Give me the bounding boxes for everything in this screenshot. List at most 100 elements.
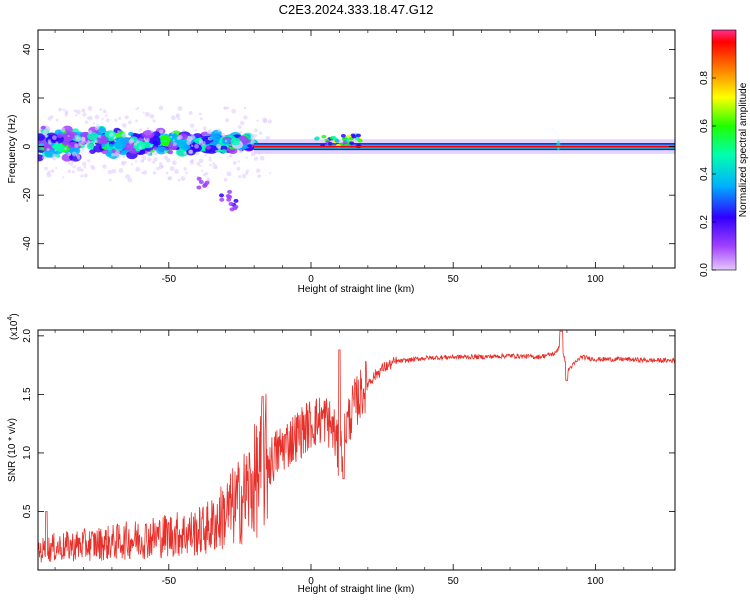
spectrogram-faint-cell — [262, 117, 268, 123]
spectrogram-faint-cell — [199, 164, 202, 167]
spectrogram-tail-cell — [196, 185, 202, 190]
bump-cell — [349, 141, 355, 145]
spectrogram-faint-cell — [95, 124, 101, 129]
spectrogram-faint-cell — [71, 151, 77, 157]
spectrogram-faint-cell — [158, 105, 164, 111]
snr-y-ticks: 0.5 1.0 1.5 2.0 — [22, 328, 675, 518]
spectrogram-faint-cell — [191, 159, 195, 162]
svg-text:(x104): (x104) — [7, 313, 20, 340]
spectrogram-faint-cell — [256, 168, 261, 173]
spectrogram-faint-cell — [127, 177, 133, 183]
colorbar-tick-label: 0.2 — [699, 215, 710, 229]
spectrogram-faint-cell — [253, 156, 259, 161]
spectrogram-faint-cell — [194, 128, 197, 132]
spectrogram-y-tick-label: 40 — [22, 43, 33, 55]
spectrogram-faint-cell — [99, 108, 103, 111]
spectrogram-faint-cell — [67, 152, 72, 157]
spectrogram-cell — [230, 137, 241, 146]
spectrogram-faint-cell — [135, 166, 141, 172]
spike-cell — [556, 140, 561, 151]
spectrogram-faint-cell — [237, 125, 242, 129]
spectrogram-faint-cell — [198, 158, 204, 164]
spectrogram-faint-cell — [87, 106, 93, 111]
spectrogram-faint-cell — [264, 140, 268, 144]
snr-x-ticks: -50 0 50 100 — [54, 330, 653, 587]
spectrogram-faint-cell — [171, 160, 177, 166]
snr-y-tick-label: 0.5 — [22, 504, 33, 518]
spectrogram-faint-cell — [94, 114, 100, 120]
spectrogram-faint-cell — [60, 127, 66, 133]
spectrogram-faint-cell — [81, 136, 86, 141]
spectrogram-faint-cell — [76, 166, 82, 172]
spectrogram-faint-cell — [237, 160, 241, 163]
spectrogram-faint-cell — [38, 129, 41, 134]
bump-cell — [314, 136, 320, 141]
snr-y-tick-label: 2.0 — [22, 328, 33, 342]
spectrogram-faint-cell — [124, 160, 127, 164]
spectrogram-faint-cell — [198, 139, 203, 144]
spectrogram-faint-cell — [158, 162, 163, 166]
spectrogram-faint-cell — [225, 118, 229, 123]
snr-y-tick-label: 1.0 — [22, 446, 33, 460]
spectrogram-faint-cell — [81, 148, 85, 152]
spectrogram-faint-cell — [208, 158, 212, 162]
spectrogram-faint-cell — [116, 153, 121, 159]
spectrogram-faint-cell — [171, 131, 175, 135]
spectrogram-faint-cell — [118, 168, 124, 173]
spectrogram-faint-cell — [190, 134, 196, 140]
spectrogram-faint-cell — [87, 152, 91, 155]
spectrogram-faint-cell — [188, 149, 193, 154]
colorbar: 0.0 0.2 0.4 0.6 0.8 Normalized spectral ampl… — [699, 29, 749, 277]
spectrogram-faint-cell — [172, 139, 176, 142]
spectrogram-faint-cell — [267, 119, 272, 124]
spectrogram-faint-cell — [111, 168, 117, 174]
spectrogram-faint-cell — [150, 145, 153, 148]
spectrogram-x-ticks: -50 0 50 100 — [54, 30, 653, 285]
spectrogram-faint-cell — [86, 159, 91, 163]
spectrogram-faint-cell — [134, 160, 138, 163]
spectrogram-faint-cell — [223, 177, 228, 182]
spectrogram-faint-cell — [207, 129, 213, 134]
spectrogram-faint-cell — [239, 130, 242, 134]
spectrogram-faint-cell — [75, 114, 78, 117]
spectrogram-faint-cell — [54, 149, 57, 152]
spectrogram-faint-cell — [108, 132, 114, 137]
spectrogram-faint-cell — [232, 160, 237, 165]
spectrogram-faint-cell — [254, 128, 258, 133]
colorbar-tick-label: 0.8 — [699, 71, 710, 85]
figure-title: C2E3.2024.333.18.47.G12 — [279, 2, 434, 17]
spectrogram-y-tick-label: 0 — [22, 143, 33, 149]
spectrogram-cell — [69, 146, 81, 155]
spectrogram-faint-cell — [74, 135, 79, 139]
spectrogram-tail-cell — [219, 193, 225, 198]
bump-cell — [341, 137, 347, 141]
spectrogram-y-label: Frequency (Hz) — [7, 115, 18, 184]
snr-x-tick-label: -50 — [162, 576, 177, 587]
spectrogram-faint-cell — [220, 132, 226, 138]
spectrogram-faint-cell — [86, 116, 90, 120]
spectrogram-faint-cell — [150, 129, 154, 133]
spectrogram-faint-cell — [163, 155, 169, 160]
spectrogram-faint-cell — [169, 166, 175, 172]
spectrogram-faint-cell — [212, 164, 218, 170]
spectrogram-faint-cell — [142, 170, 148, 175]
spectrogram-faint-cell — [101, 118, 104, 121]
spectrogram-cell — [101, 143, 106, 148]
spectrogram-faint-cell — [104, 114, 108, 117]
spectrogram-faint-cell — [121, 123, 127, 128]
spectrogram-faint-cell — [165, 171, 169, 175]
snr-x-tick-label: 0 — [308, 576, 314, 587]
snr-x-tick-label: 50 — [448, 576, 460, 587]
spectrogram-faint-cell — [55, 166, 58, 170]
spectrogram-cell — [55, 153, 61, 158]
spectrogram-faint-cell — [44, 166, 48, 171]
spectrogram-faint-cell — [175, 113, 180, 118]
spectrogram-faint-cell — [83, 165, 87, 169]
spectrogram-faint-cell — [108, 178, 112, 182]
spectrogram-faint-cell — [42, 155, 46, 160]
spectrogram-faint-cell — [147, 157, 152, 162]
spectrogram-faint-cell — [257, 150, 260, 154]
snr-series-line — [38, 330, 675, 563]
spectrogram-faint-cell — [169, 135, 173, 139]
